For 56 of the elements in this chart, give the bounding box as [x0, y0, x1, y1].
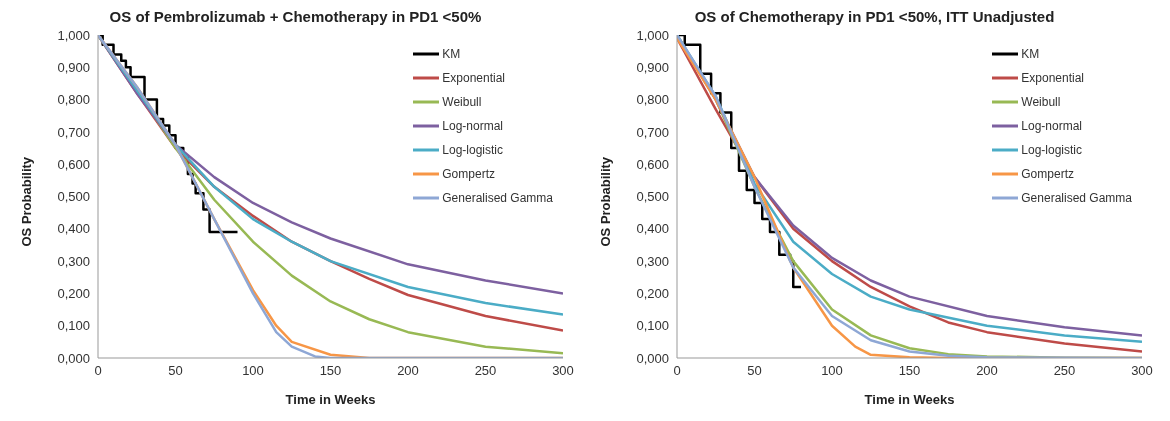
y-tick-label: 0,500 — [57, 189, 90, 205]
y-tick-label: 1,000 — [636, 27, 669, 43]
x-tick-label: 100 — [242, 363, 264, 379]
y-tick-label: 0,300 — [57, 253, 90, 269]
x-tick-label: 300 — [1131, 363, 1153, 379]
y-tick-label: 0,900 — [636, 59, 669, 75]
x-tick-label: 200 — [976, 363, 998, 379]
legend-label: Log-logistic — [442, 143, 503, 157]
legend-label: Gompertz — [442, 167, 495, 181]
x-tick-label: 100 — [821, 363, 843, 379]
y-tick-label: 0,400 — [57, 221, 90, 237]
legend-label: Exponential — [442, 71, 505, 85]
y-axis-title: OS Probability — [18, 156, 34, 247]
legend-label: Weibull — [442, 95, 482, 109]
y-tick-label: 0,900 — [57, 59, 90, 75]
x-tick-label: 50 — [747, 363, 762, 379]
x-tick-label: 200 — [397, 363, 419, 379]
legend-label: Log-logistic — [1021, 143, 1082, 157]
x-tick-label: 50 — [168, 363, 183, 379]
y-tick-label: 0,100 — [636, 318, 669, 334]
legend-label: Log-normal — [1021, 119, 1082, 133]
x-tick-label: 150 — [898, 363, 921, 379]
x-tick-label: 150 — [319, 363, 342, 379]
x-axis-title: Time in Weeks — [285, 392, 376, 407]
legend-label: Generalised Gamma — [442, 191, 553, 205]
legend-label: Exponential — [1021, 71, 1084, 85]
y-tick-label: 0,300 — [636, 253, 669, 269]
x-tick-label: 0 — [673, 363, 681, 379]
y-tick-label: 0,700 — [636, 124, 669, 140]
y-tick-label: 0,000 — [636, 350, 669, 366]
y-tick-label: 0,800 — [57, 92, 90, 108]
chart-title: OS of Chemotherapy in PD1 <50%, ITT Unadjusted — [694, 8, 1055, 25]
legend-label: Generalised Gamma — [1021, 191, 1132, 205]
y-axis-title: OS Probability — [597, 156, 613, 247]
legend-label: KM — [442, 47, 461, 61]
x-tick-label: 250 — [474, 363, 497, 379]
y-tick-label: 0,600 — [636, 156, 669, 172]
legend-label: Gompertz — [1021, 167, 1074, 181]
y-tick-label: 0,800 — [636, 92, 669, 108]
y-tick-label: 0,200 — [57, 286, 90, 302]
legend-label: KM — [1021, 47, 1040, 61]
chart-title: OS of Pembrolizumab + Chemotherapy in PD1 <50% — [109, 8, 482, 25]
y-tick-label: 0,700 — [57, 124, 90, 140]
x-tick-label: 300 — [552, 363, 574, 379]
y-tick-label: 0,100 — [57, 318, 90, 334]
x-axis-title: Time in Weeks — [864, 392, 955, 407]
y-tick-label: 0,000 — [57, 350, 90, 366]
legend-label: Weibull — [1021, 95, 1061, 109]
x-tick-label: 0 — [94, 363, 102, 379]
y-tick-label: 0,400 — [636, 221, 669, 237]
legend-label: Log-normal — [442, 119, 503, 133]
x-tick-label: 250 — [1053, 363, 1076, 379]
y-tick-label: 1,000 — [57, 27, 90, 43]
y-tick-label: 0,500 — [636, 189, 669, 205]
y-tick-label: 0,600 — [57, 156, 90, 172]
y-tick-label: 0,200 — [636, 286, 669, 302]
